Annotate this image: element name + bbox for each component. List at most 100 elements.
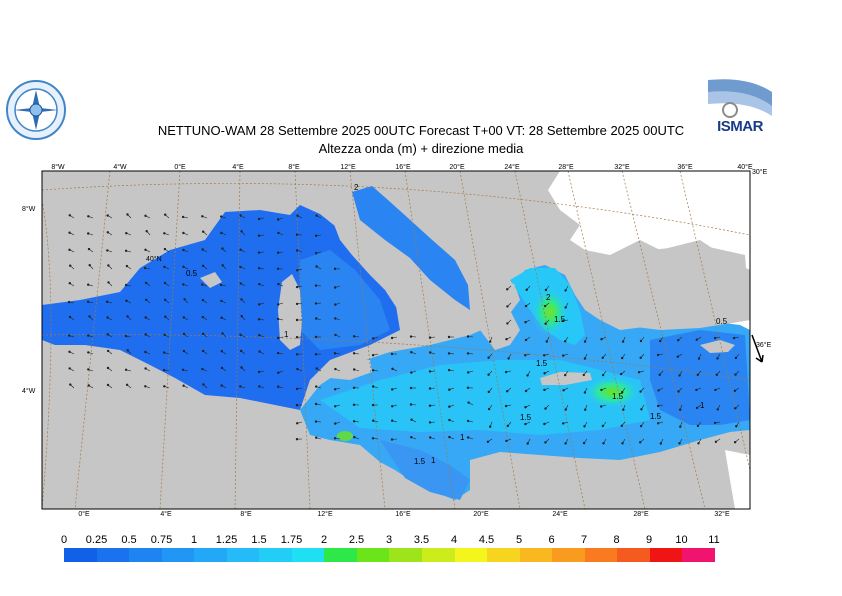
direction-arrow-head [220, 366, 224, 370]
direction-arrow-head [315, 214, 318, 217]
direction-arrow-head [505, 338, 508, 341]
direction-arrow-head [87, 384, 90, 387]
direction-arrow-head [466, 335, 470, 338]
direction-arrow-head [524, 304, 528, 308]
colorbar-label: 2.5 [348, 534, 365, 546]
direction-arrow-head [657, 389, 660, 392]
direction-arrow-head [68, 264, 72, 267]
colorbar-swatch [226, 548, 260, 562]
direction-arrow-head [583, 391, 587, 394]
direction-arrow-head [182, 248, 185, 252]
colorbar-label: 5 [515, 534, 523, 546]
top-lon-label: 0°E [174, 163, 186, 171]
direction-arrow-head [391, 419, 394, 422]
direction-arrow-head [221, 247, 224, 250]
direction-arrow-head [391, 367, 394, 370]
direction-arrow-head [599, 405, 603, 408]
direction-arrow-head [371, 369, 375, 372]
bottom-lon-label: 20°E [473, 510, 489, 518]
island-cyprus [700, 340, 735, 353]
direction-arrow-head [676, 339, 680, 342]
direction-arrow-head [352, 420, 356, 423]
direction-arrow-head [124, 249, 128, 253]
direction-arrow-head [124, 334, 128, 338]
direction-arrow-head [106, 214, 109, 217]
contour-label: 1 [700, 401, 705, 410]
direction-arrow-head [106, 333, 109, 336]
direction-arrow-head [429, 436, 432, 439]
direction-arrow-head [448, 435, 451, 439]
direction-arrow-head [409, 335, 413, 338]
colorbar-label: 0.25 [85, 534, 108, 546]
island-sicily [325, 358, 372, 380]
direction-arrow-head [390, 352, 394, 356]
direction-arrow-head [182, 332, 186, 336]
colorbar-label: 0 [60, 534, 68, 546]
direction-arrow-head [220, 384, 223, 387]
direction-arrow-head [239, 385, 242, 388]
nettuno-logo-icon [6, 80, 66, 140]
direction-arrow-head [164, 315, 167, 318]
contour-label: 1 [284, 330, 289, 339]
direction-arrow-head [448, 405, 451, 408]
direction-arrow-head [504, 404, 508, 408]
direction-arrow-head [466, 419, 470, 423]
direction-arrow-head [68, 367, 71, 370]
direction-arrow-head [257, 234, 261, 237]
direction-arrow-head [182, 349, 186, 353]
direction-arrow-head [353, 436, 356, 439]
direction-arrow-head [506, 390, 509, 393]
colorbar-label: 1.5 [251, 534, 267, 546]
direction-arrow-head [277, 385, 280, 388]
colorbar-swatch [454, 548, 488, 562]
direction-arrow-head [658, 373, 661, 376]
direction-arrow-head [314, 252, 318, 255]
direction-arrow-head [486, 440, 490, 443]
colorbar-swatch [617, 548, 650, 562]
direction-arrow-head [87, 351, 90, 354]
direction-arrow-head [257, 370, 261, 374]
top-lon-label: 28°E [558, 163, 574, 171]
direction-arrow-head [162, 368, 166, 372]
direction-arrow-head [125, 299, 128, 302]
direction-arrow-head [428, 387, 432, 390]
direction-arrow-head [410, 351, 413, 354]
colorbar-label: 10 [675, 534, 688, 546]
direction-arrow-head [563, 340, 567, 343]
direction-arrow-head [296, 214, 299, 217]
direction-arrow-head [202, 230, 205, 233]
direction-arrow-head [221, 264, 224, 267]
direction-arrow-head [182, 384, 185, 387]
direction-arrow-head [640, 408, 643, 411]
direction-arrow-head [296, 249, 299, 252]
direction-arrow-head [220, 350, 224, 353]
direction-arrow-head [656, 404, 660, 408]
top-lon-label: 32°E [614, 163, 630, 171]
direction-arrow-head [542, 354, 546, 357]
direction-arrow-head [523, 354, 527, 357]
colorbar-swatch [649, 548, 683, 562]
direction-arrow-head [564, 289, 567, 292]
direction-arrow-head [68, 248, 71, 252]
direction-arrow-head [86, 283, 90, 286]
direction-arrow-head [295, 336, 299, 339]
colorbar-label: 9 [645, 534, 653, 546]
island-corsica-sardinia [278, 274, 302, 350]
bottom-lon-label: 8°E [240, 510, 252, 518]
colorbar-label: 6 [548, 534, 555, 546]
top-lon-label: 8°W [51, 163, 65, 171]
contour-label: 2 [546, 293, 551, 302]
bottom-lon-label: 12°E [317, 510, 333, 518]
direction-arrow-head [352, 403, 356, 406]
direction-arrow-head [143, 266, 147, 270]
direction-arrow-head [106, 249, 109, 252]
direction-arrow-head [564, 442, 567, 445]
direction-arrow-head [240, 230, 243, 233]
direction-arrow-head [163, 281, 167, 285]
direction-arrow-head [239, 349, 243, 353]
direction-arrow-head [87, 247, 91, 251]
direction-arrow-head [620, 391, 624, 394]
colorbar-swatch [161, 548, 195, 562]
direction-arrow-head [545, 340, 548, 343]
